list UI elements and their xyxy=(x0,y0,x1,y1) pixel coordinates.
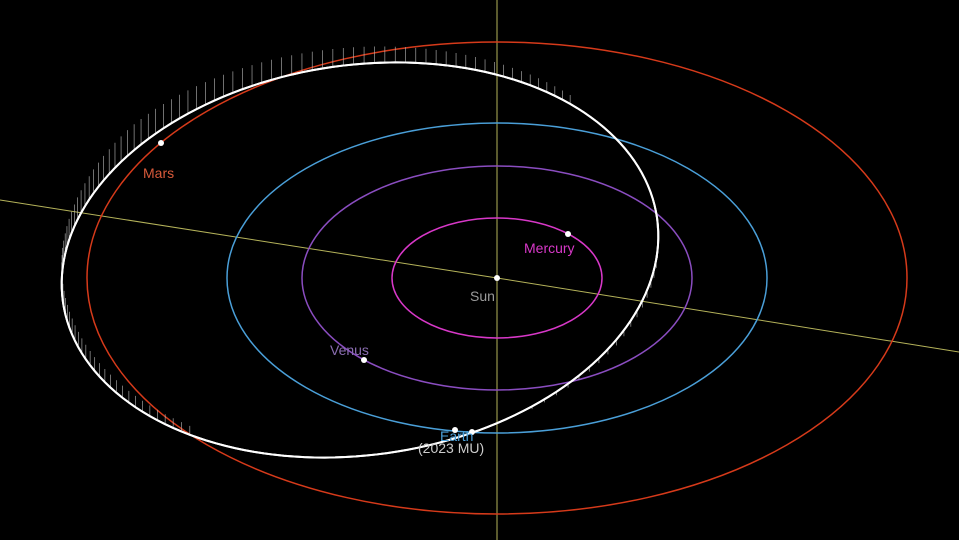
mars-label: Mars xyxy=(143,165,174,181)
mercury-label: Mercury xyxy=(524,240,575,256)
orbit-diagram: Sun Mercury Venus Earth Mars (2023 MU) xyxy=(0,0,959,540)
venus-label: Venus xyxy=(330,342,369,358)
sun-label: Sun xyxy=(470,288,495,304)
orbit-svg xyxy=(0,0,959,540)
asteroid-label: (2023 MU) xyxy=(418,440,484,456)
